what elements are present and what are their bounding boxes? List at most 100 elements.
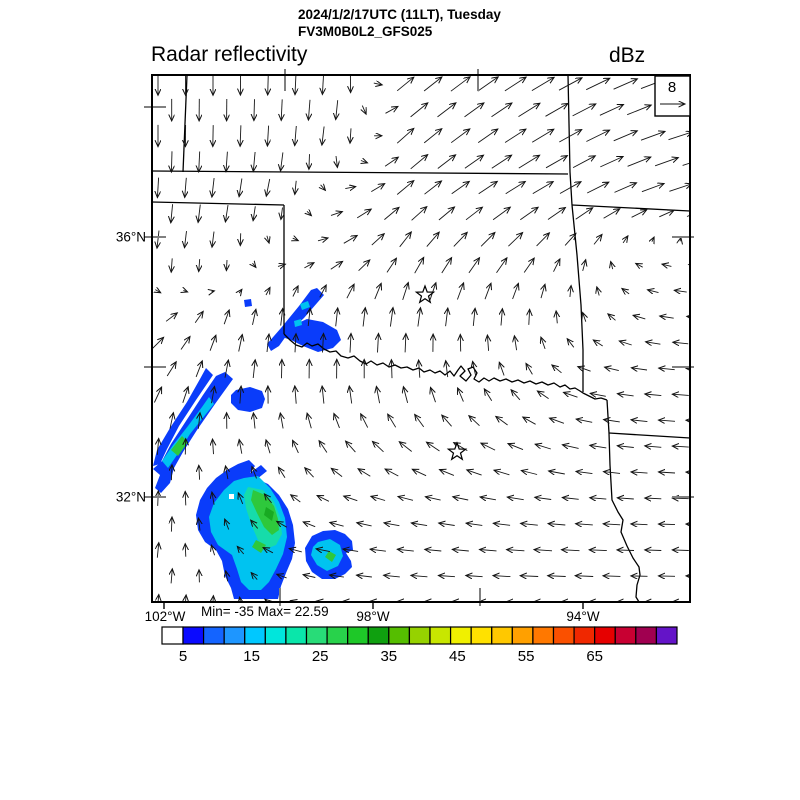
radar-cell-big-storm-dkgreen — [264, 507, 274, 521]
wind-arrow — [547, 208, 565, 220]
wind-arrow — [559, 182, 581, 194]
wind-arrow — [586, 182, 609, 194]
colorbar-cell — [573, 626, 596, 645]
wind-arrow — [349, 386, 351, 404]
wind-arrow — [371, 184, 384, 192]
wind-arrow — [636, 263, 643, 267]
wind-arrow — [346, 284, 354, 299]
wind-arrow — [385, 469, 399, 477]
wind-arrow — [645, 446, 662, 447]
wind-arrow — [590, 393, 606, 396]
wind-arrow — [572, 104, 596, 117]
wind-arrow — [240, 597, 242, 602]
wind-arrow — [531, 77, 554, 91]
wind-arrow — [431, 387, 436, 403]
wind-arrow — [171, 517, 172, 532]
wind-arrow — [357, 575, 372, 577]
wind-arrow — [451, 181, 470, 195]
wind-arrow — [545, 104, 568, 117]
wind-arrow — [669, 184, 690, 192]
wind-arrow — [659, 524, 676, 525]
wind-arrow — [662, 264, 672, 266]
wind-arrow — [396, 181, 414, 195]
wind-arrow — [295, 180, 296, 195]
wind-arrow — [605, 367, 619, 370]
wind-arrow — [680, 238, 681, 242]
wind-arrow — [295, 75, 296, 94]
wind-arrow — [239, 289, 242, 293]
wind-arrow — [308, 308, 310, 327]
wind-vectors — [152, 75, 690, 602]
wind-arrow — [277, 264, 285, 266]
wind-arrow — [617, 394, 634, 396]
wind-arrow — [157, 438, 158, 455]
wind-arrow — [356, 209, 371, 219]
wind-arrow — [252, 467, 257, 479]
wind-arrow — [295, 334, 296, 353]
wind-arrow — [399, 232, 412, 248]
wind-arrow — [240, 386, 241, 404]
wind-arrow — [264, 494, 272, 504]
wind-arrow — [254, 99, 255, 120]
wind-arrow — [345, 187, 355, 189]
wind-arrow — [686, 420, 690, 421]
wind-arrow — [319, 441, 328, 453]
wind-arrow — [155, 290, 160, 293]
wind-arrow — [523, 417, 536, 425]
wind-arrow — [212, 231, 214, 248]
radar-cell-big-storm-hole — [229, 494, 234, 499]
wind-arrow — [484, 389, 493, 401]
colorbar-cell — [635, 626, 658, 645]
wind-arrow — [518, 103, 540, 117]
wind-arrow — [499, 362, 504, 376]
wind-arrow — [613, 79, 638, 90]
colorbar: 5 15 25 35 45 55 65 — [161, 626, 678, 665]
wind-arrow — [468, 258, 480, 274]
wind-arrow — [501, 309, 502, 326]
lat-label: 32°N — [116, 490, 146, 505]
wind-arrow — [414, 257, 424, 274]
radar-cell-streak-inner — [153, 372, 233, 493]
wind-arrow — [452, 549, 469, 551]
wind-arrow — [659, 420, 676, 421]
wind-arrow — [438, 207, 455, 221]
wind-arrow — [608, 314, 616, 321]
wind-arrow — [453, 497, 469, 500]
wind-arrow — [633, 315, 646, 319]
wind-arrow — [532, 182, 553, 194]
wind-arrow — [411, 207, 427, 221]
wind-arrow — [316, 549, 330, 552]
wind-arrow — [281, 207, 283, 220]
wind-arrow — [453, 232, 467, 247]
wind-arrow — [562, 550, 580, 551]
plot-title: Radar reflectivity — [151, 43, 308, 66]
wind-arrow — [267, 235, 269, 243]
radar-cell-north-speck-cyan2 — [294, 319, 302, 327]
wind-arrow — [304, 263, 314, 268]
wind-arrow — [627, 105, 651, 116]
wind-arrow — [631, 368, 648, 370]
wind-arrow — [423, 129, 442, 144]
wind-arrow — [589, 550, 607, 551]
wind-arrow — [526, 363, 533, 375]
header-title-line2: FV3M0B0L2_GFS025 — [298, 24, 433, 39]
wind-arrow — [672, 394, 689, 395]
wind-arrow — [384, 575, 400, 577]
wind-arrow — [646, 342, 661, 344]
wind-arrow — [237, 546, 245, 555]
wind-arrow — [496, 258, 507, 273]
colorbar-cell — [470, 626, 493, 645]
colorbar-cell — [285, 626, 308, 645]
wind-arrow — [437, 103, 456, 118]
wind-arrow — [576, 419, 593, 422]
wind-arrow — [570, 286, 571, 297]
wind-arrow — [289, 549, 302, 552]
colorbar-cell — [264, 626, 287, 645]
wind-arrow — [423, 77, 442, 92]
wind-arrow — [373, 441, 384, 453]
wind-arrow — [505, 182, 526, 195]
border-red-river — [283, 333, 608, 401]
wind-arrow — [599, 105, 624, 116]
border-co-ks — [182, 75, 188, 173]
wind-arrow — [267, 125, 268, 146]
